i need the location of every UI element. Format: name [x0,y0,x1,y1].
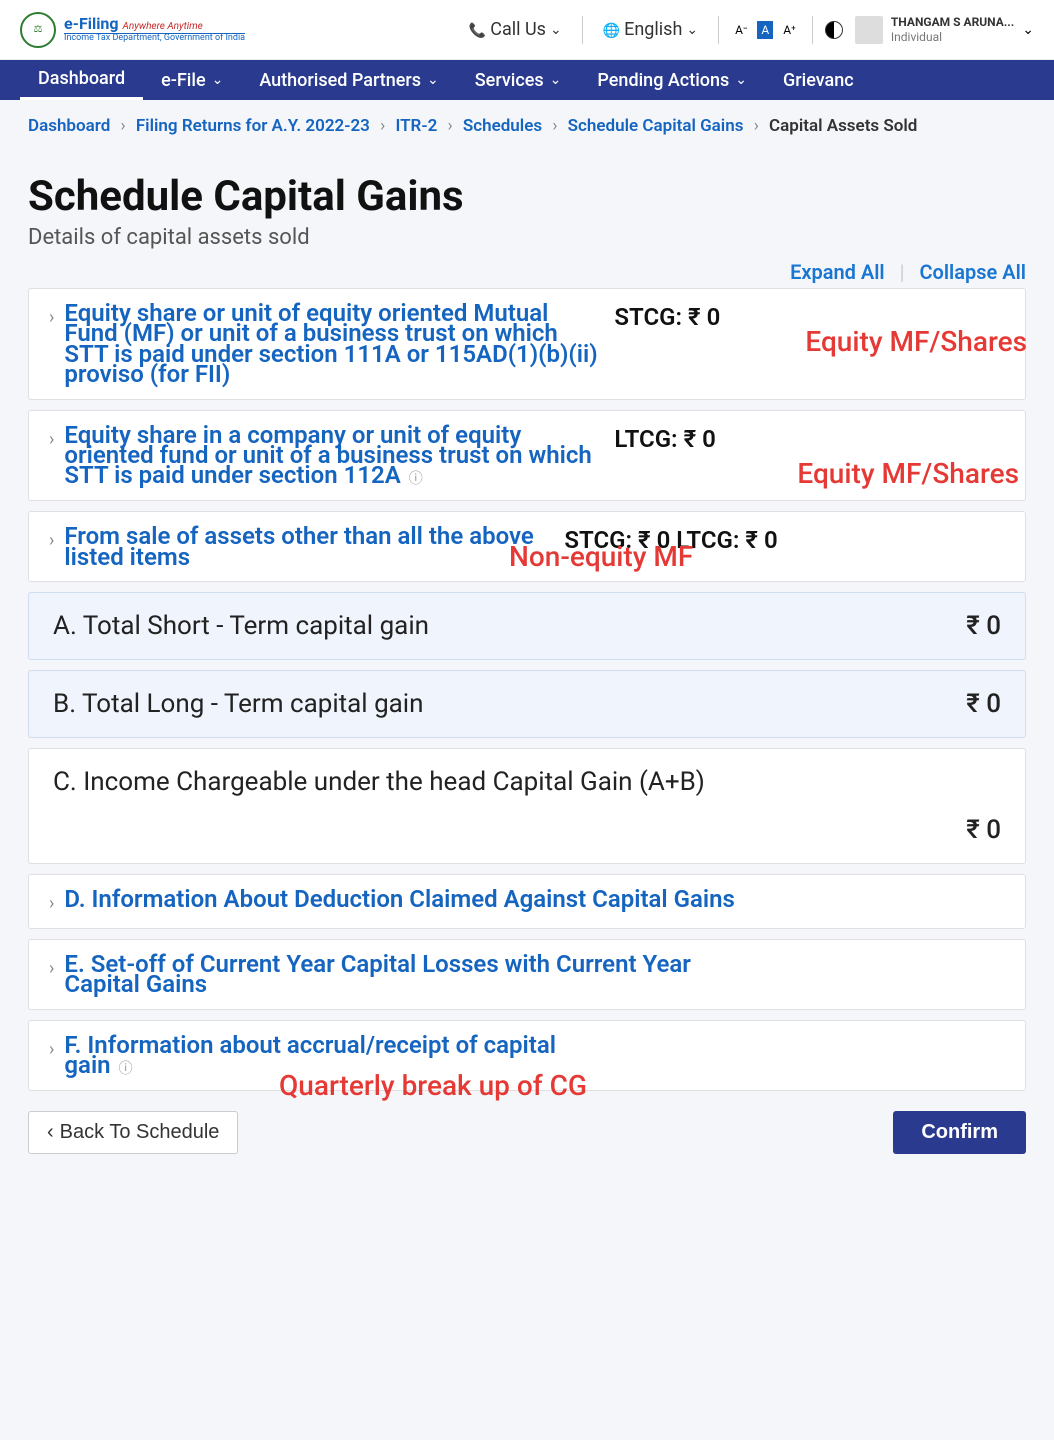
back-to-schedule-button[interactable]: ‹ Back To Schedule [28,1111,238,1154]
back-label: Back To Schedule [60,1121,220,1144]
avatar [855,16,883,44]
section-deduction-info[interactable]: › D. Information About Deduction Claimed… [28,874,1026,929]
font-normal-button[interactable]: A [757,21,773,39]
section-title: D. Information About Deduction Claimed A… [64,889,764,909]
section-value: STCG: ₹ 0 LTCG: ₹ 0 [564,526,777,554]
user-type: Individual [891,30,1014,44]
page-title: Schedule Capital Gains [28,172,1026,221]
collapse-all-link[interactable]: Collapse All [919,260,1026,284]
user-menu[interactable]: THANGAM S ARUNA... Individual ⌄ [855,15,1034,44]
user-name: THANGAM S ARUNA... [891,15,1014,29]
chevron-right-icon: › [49,429,54,450]
call-us-dropdown[interactable]: Call Us ⌄ [461,15,570,44]
page-subtitle: Details of capital assets sold [28,225,1026,250]
breadcrumb: Dashboard › Filing Returns for A.Y. 2022… [0,100,1054,152]
bc-schedule-cg[interactable]: Schedule Capital Gains [568,116,744,136]
logo-sub: Income Tax Department, Government of Ind… [64,33,245,44]
summary-ltcg-total: B. Total Long - Term capital gain ₹ 0 [28,670,1026,738]
summary-value: ₹ 0 [53,815,1001,845]
nav-grievances[interactable]: Grievanc [765,60,872,100]
nav-pending-actions[interactable]: Pending Actions ⌄ [579,60,765,100]
top-header: ⚖ e-Filing Anywhere Anytime Income Tax D… [0,0,1054,60]
phone-icon [469,19,486,40]
section-value: LTCG: ₹ 0 [614,425,715,453]
chevron-left-icon: ‹ [47,1121,54,1144]
divider [718,16,719,44]
summary-value: ₹ 0 [966,689,1001,719]
bc-current: Capital Assets Sold [769,116,917,136]
divider [812,16,813,44]
main-nav: Dashboard e-File ⌄ Authorised Partners ⌄… [0,60,1054,100]
language-dropdown[interactable]: English ⌄ [595,15,706,44]
main-content: Schedule Capital Gains Details of capita… [0,152,1054,1194]
section-title: From sale of assets other than all the a… [64,526,554,567]
font-size-controls: A⁻ A A⁺ [731,21,800,39]
emblem-icon: ⚖ [20,12,56,48]
section-other-assets[interactable]: › From sale of assets other than all the… [28,511,1026,582]
font-decrease-button[interactable]: A⁻ [731,21,751,39]
divider [582,16,583,44]
chevron-right-icon: › [49,530,54,551]
section-value: STCG: ₹ 0 [614,303,720,331]
footer-actions: ‹ Back To Schedule Confirm [28,1111,1026,1154]
language-label: English [624,19,682,40]
chevron-right-icon: › [49,307,54,328]
section-title: E. Set-off of Current Year Capital Losse… [64,954,764,995]
section-setoff-losses[interactable]: › E. Set-off of Current Year Capital Los… [28,939,1026,1010]
section-accrual-receipt[interactable]: › F. Information about accrual/receipt o… [28,1020,1026,1091]
summary-title: B. Total Long - Term capital gain [53,689,424,719]
nav-authorised-partners[interactable]: Authorised Partners ⌄ [241,60,456,100]
section-title: Equity share or unit of equity oriented … [64,303,604,385]
section-stcg-equity[interactable]: › Equity share or unit of equity oriente… [28,288,1026,400]
bc-dashboard[interactable]: Dashboard [28,116,110,136]
summary-chargeable-income: C. Income Chargeable under the head Capi… [28,748,1026,864]
confirm-button[interactable]: Confirm [893,1111,1026,1154]
summary-value: ₹ 0 [966,611,1001,641]
chevron-down-icon: ⌄ [1022,22,1034,38]
font-increase-button[interactable]: A⁺ [779,21,800,39]
nav-efile[interactable]: e-File ⌄ [143,60,241,100]
bc-itr2[interactable]: ITR-2 [395,116,437,136]
globe-icon [603,19,620,40]
logo-main: e-Filing [64,14,119,33]
chevron-down-icon: ⌄ [550,22,562,38]
nav-services[interactable]: Services ⌄ [457,60,580,100]
summary-title: C. Income Chargeable under the head Capi… [53,767,1001,797]
section-title: Equity share in a company or unit of equ… [64,425,604,487]
nav-dashboard[interactable]: Dashboard [20,60,143,100]
section-ltcg-equity[interactable]: › Equity share in a company or unit of e… [28,410,1026,502]
expand-all-link[interactable]: Expand All [790,260,885,284]
summary-stcg-total: A. Total Short - Term capital gain ₹ 0 [28,592,1026,660]
bc-filing-returns[interactable]: Filing Returns for A.Y. 2022-23 [136,116,370,136]
chevron-down-icon: ⌄ [686,22,698,38]
call-us-label: Call Us [490,19,546,40]
chevron-right-icon: › [49,1039,54,1060]
logo[interactable]: ⚖ e-Filing Anywhere Anytime Income Tax D… [20,12,245,48]
bc-schedules[interactable]: Schedules [463,116,542,136]
contrast-toggle-icon[interactable] [825,21,843,39]
logo-tagline: Anywhere Anytime [123,21,203,32]
section-title: F. Information about accrual/receipt of … [64,1035,584,1076]
chevron-right-icon: › [49,958,54,979]
summary-title: A. Total Short - Term capital gain [53,611,429,641]
chevron-right-icon: › [49,893,54,914]
